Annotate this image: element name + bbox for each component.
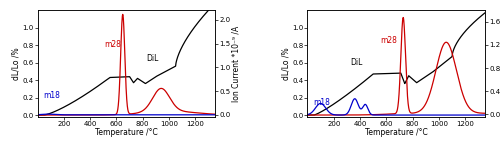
Y-axis label: dL/Lo /%: dL/Lo /% <box>282 47 290 80</box>
Y-axis label: Ion Current *10⁻⁹ /A: Ion Current *10⁻⁹ /A <box>232 25 241 102</box>
Y-axis label: dL/Lo /%: dL/Lo /% <box>12 47 20 80</box>
Text: m18: m18 <box>43 91 60 100</box>
X-axis label: Temperature /°C: Temperature /°C <box>365 128 428 137</box>
Text: m18: m18 <box>313 98 330 107</box>
Text: DiL: DiL <box>350 58 362 67</box>
Text: DiL: DiL <box>146 54 158 63</box>
Text: m28: m28 <box>380 36 398 45</box>
Text: m28: m28 <box>104 40 121 49</box>
X-axis label: Temperature /°C: Temperature /°C <box>95 128 158 137</box>
